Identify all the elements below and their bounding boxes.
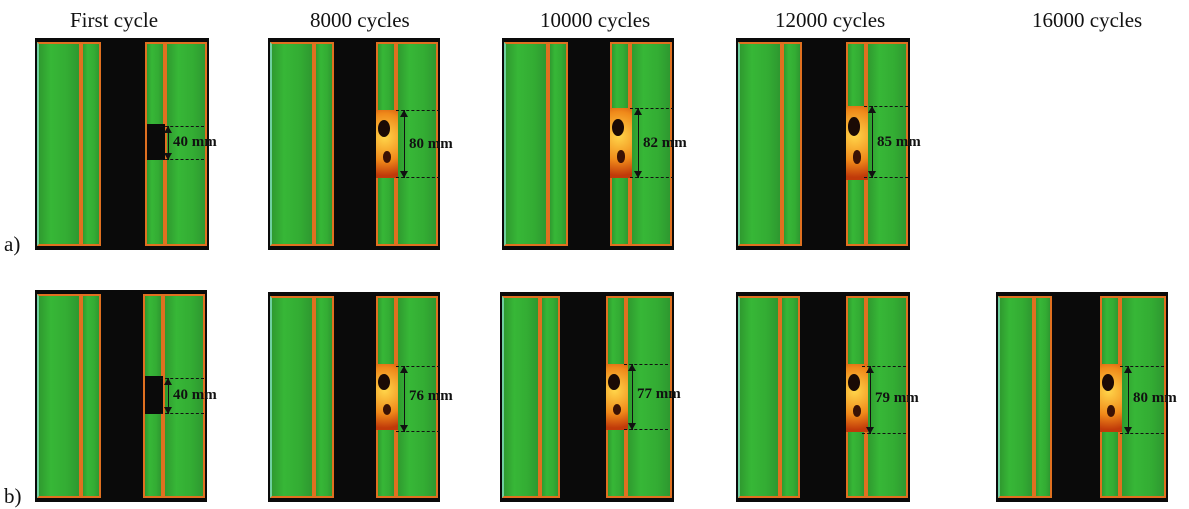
crack-dimension-b4: 79 mm bbox=[862, 366, 932, 434]
thermogram-b-10000-cycles bbox=[500, 292, 674, 502]
column-title-first-cycle: First cycle bbox=[70, 8, 159, 32]
thermogram-b-16000-cycles bbox=[996, 292, 1168, 502]
thermogram-b-first-cycle bbox=[35, 290, 207, 502]
column-title-8000-cycles: 8000 cycles bbox=[310, 8, 410, 32]
thermogram-a-8000-cycles bbox=[268, 38, 440, 250]
thermogram-a-12000-cycles bbox=[736, 38, 910, 250]
crack-dimension-b3: 77 mm bbox=[624, 364, 694, 430]
column-title-10000-cycles: 10000 cycles bbox=[540, 8, 651, 32]
crack-dimension-a1: 40 mm bbox=[160, 126, 230, 160]
thermogram-b-12000-cycles bbox=[736, 292, 910, 502]
row-label-a: a) bbox=[4, 232, 21, 256]
thermogram-a-10000-cycles bbox=[502, 38, 674, 250]
thermogram-a-first-cycle bbox=[35, 38, 209, 250]
thermogram-b-8000-cycles bbox=[268, 292, 440, 502]
column-title-12000-cycles: 12000 cycles bbox=[775, 8, 886, 32]
crack-dimension-a4: 85 mm bbox=[864, 106, 934, 178]
row-label-b: b) bbox=[4, 484, 22, 508]
crack-dimension-b2: 76 mm bbox=[396, 366, 466, 432]
crack-dimension-a2: 80 mm bbox=[396, 110, 466, 178]
crack-dimension-b5: 80 mm bbox=[1120, 366, 1189, 434]
crack-dimension-a3: 82 mm bbox=[630, 108, 700, 178]
column-title-16000-cycles: 16000 cycles bbox=[1032, 8, 1143, 32]
crack-dimension-b1: 40 mm bbox=[160, 378, 230, 414]
